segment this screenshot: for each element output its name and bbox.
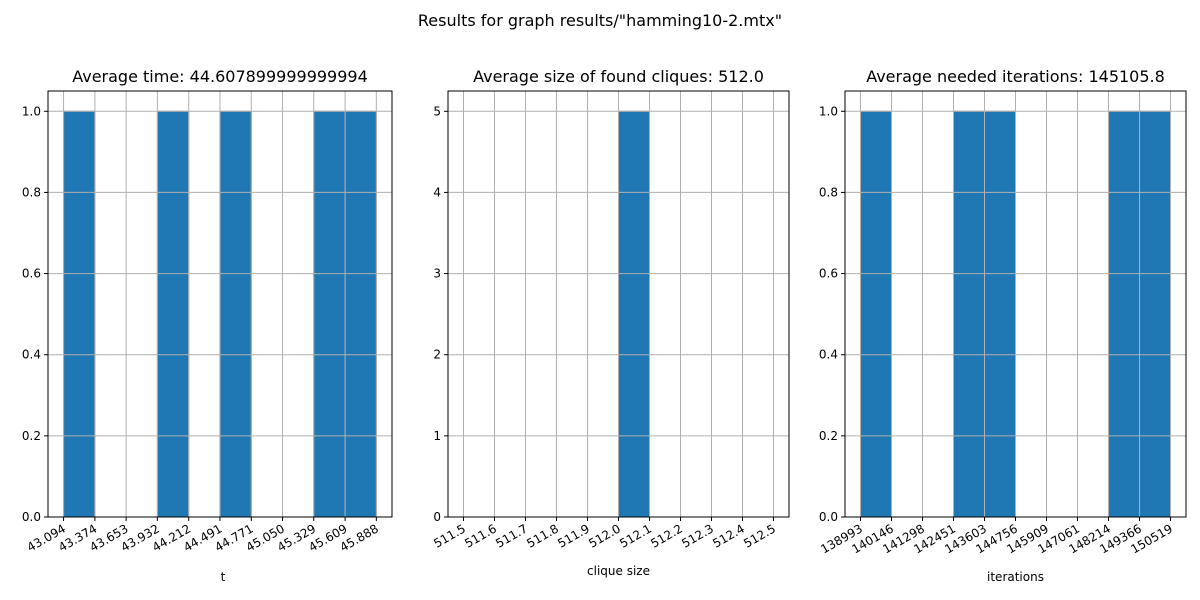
histogram-bar bbox=[1108, 110, 1140, 518]
x-tick-label: 511.6 bbox=[462, 521, 499, 550]
histogram-bar bbox=[953, 110, 985, 518]
x-tick-label: 511.9 bbox=[555, 521, 592, 550]
y-tick-label: 0 bbox=[433, 510, 441, 524]
histogram-panel-3: 0.00.20.40.60.81.01389931401461412981424… bbox=[818, 67, 1187, 584]
histogram-bar bbox=[219, 110, 252, 518]
x-tick-label: 512.5 bbox=[741, 521, 778, 550]
x-tick-label: 511.8 bbox=[524, 521, 561, 550]
y-tick-label: 0.2 bbox=[22, 429, 41, 443]
histogram-bar bbox=[859, 110, 893, 518]
y-tick-label: 0.4 bbox=[819, 348, 838, 362]
y-tick-label: 4 bbox=[433, 185, 441, 199]
x-tick-label: 511.7 bbox=[493, 521, 530, 550]
histogram-bar bbox=[63, 110, 96, 518]
x-tick-label: 512.1 bbox=[617, 521, 654, 550]
x-tick-label: 512.4 bbox=[710, 521, 747, 550]
x-axis-label: iterations bbox=[987, 570, 1044, 584]
x-tick-label: 512.2 bbox=[648, 521, 685, 550]
y-tick-label: 0.8 bbox=[22, 185, 41, 199]
y-tick-label: 0.2 bbox=[819, 429, 838, 443]
y-tick-label: 2 bbox=[433, 348, 441, 362]
y-tick-label: 0.8 bbox=[819, 185, 838, 199]
y-tick-label: 5 bbox=[433, 104, 441, 118]
x-axis-label: clique size bbox=[587, 564, 650, 578]
histogram-bar bbox=[983, 110, 1017, 518]
histogram-bar bbox=[1138, 110, 1172, 518]
axes-title: Average size of found cliques: 512.0 bbox=[473, 67, 764, 86]
x-tick-label: 512.3 bbox=[679, 521, 716, 550]
histogram-bar bbox=[313, 110, 346, 518]
x-axis-label: t bbox=[221, 570, 226, 584]
y-tick-label: 1.0 bbox=[22, 104, 41, 118]
histogram-panel-2: 012345511.5511.6511.7511.8511.9512.0512.… bbox=[431, 67, 790, 578]
x-tick-label: 512.0 bbox=[586, 521, 623, 550]
axes-title: Average time: 44.607899999999994 bbox=[72, 67, 368, 86]
axes-title: Average needed iterations: 145105.8 bbox=[866, 67, 1165, 86]
y-tick-label: 0.0 bbox=[22, 510, 41, 524]
y-tick-label: 0.0 bbox=[819, 510, 838, 524]
x-tick-label: 511.5 bbox=[431, 521, 468, 550]
y-tick-label: 1 bbox=[433, 429, 441, 443]
y-tick-label: 0.6 bbox=[819, 267, 838, 281]
histogram-panel-1: 0.00.20.40.60.81.043.09443.37443.65343.9… bbox=[22, 67, 393, 584]
histogram-bar bbox=[344, 110, 377, 518]
histogram-bar bbox=[618, 110, 650, 518]
y-tick-label: 1.0 bbox=[819, 104, 838, 118]
figure-suptitle: Results for graph results/"hamming10-2.m… bbox=[418, 11, 782, 30]
histogram-bar bbox=[156, 110, 190, 518]
y-tick-label: 3 bbox=[433, 267, 441, 281]
histogram-panels: 0.00.20.40.60.81.043.09443.37443.65343.9… bbox=[22, 67, 1187, 584]
y-tick-label: 0.6 bbox=[22, 267, 41, 281]
y-tick-label: 0.4 bbox=[22, 348, 41, 362]
